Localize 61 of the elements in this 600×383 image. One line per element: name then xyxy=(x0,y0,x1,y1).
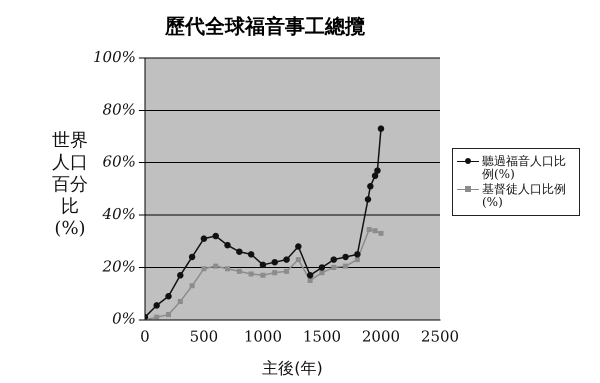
point xyxy=(367,183,374,190)
point xyxy=(260,272,266,278)
y-tick-label: 60% xyxy=(102,152,136,171)
point xyxy=(308,278,313,284)
legend-label: 基督徒人口比例(%) xyxy=(482,182,567,209)
point xyxy=(364,196,372,203)
point xyxy=(165,292,172,300)
point xyxy=(271,258,278,266)
point xyxy=(374,167,381,174)
point xyxy=(178,298,183,304)
point xyxy=(225,266,230,272)
chart-title: 歷代全球福音事工總攬 xyxy=(164,14,366,38)
point xyxy=(378,125,384,132)
point xyxy=(166,312,172,318)
point xyxy=(295,243,302,250)
point xyxy=(342,254,349,260)
point xyxy=(188,254,196,260)
point xyxy=(283,256,290,263)
point xyxy=(212,232,219,240)
y-tick-label: 100% xyxy=(92,48,136,66)
point xyxy=(354,257,360,262)
point xyxy=(354,251,361,258)
point xyxy=(378,230,384,236)
point xyxy=(366,226,372,232)
point xyxy=(201,266,206,272)
point xyxy=(260,262,266,268)
x-axis-title: 主後(年) xyxy=(262,358,323,378)
point xyxy=(372,172,378,180)
point xyxy=(154,314,160,320)
y-tick-label: 20% xyxy=(102,257,136,276)
point xyxy=(224,242,231,248)
point xyxy=(236,248,243,255)
point xyxy=(272,270,278,276)
point xyxy=(331,264,336,270)
y-tick-label: 80% xyxy=(102,100,136,118)
point xyxy=(248,271,254,277)
y-tick-label: 40% xyxy=(102,204,136,223)
point xyxy=(296,257,301,262)
point xyxy=(343,264,348,269)
x-tick-label: 2000 xyxy=(362,328,400,346)
y-tick-label: 0% xyxy=(112,310,136,328)
legend-label: 聽過福音人口比例(%) xyxy=(482,154,567,181)
x-tick-label: 0 xyxy=(140,328,150,346)
point xyxy=(318,264,326,271)
x-tick-label: 500 xyxy=(190,328,218,346)
y-axis-title: 世界人口百分比(%) xyxy=(51,130,89,240)
point xyxy=(213,264,218,269)
x-tick-label: 2500 xyxy=(420,328,460,346)
point xyxy=(284,268,290,274)
point xyxy=(248,251,254,258)
point xyxy=(319,270,324,276)
x-tick-label: 1000 xyxy=(244,328,282,346)
point xyxy=(153,302,160,309)
point xyxy=(177,272,184,279)
point xyxy=(330,256,338,263)
point xyxy=(372,228,378,234)
point xyxy=(236,268,242,274)
point xyxy=(190,283,195,288)
point xyxy=(306,272,314,279)
point xyxy=(200,235,208,242)
x-tick-label: 1500 xyxy=(302,328,342,346)
